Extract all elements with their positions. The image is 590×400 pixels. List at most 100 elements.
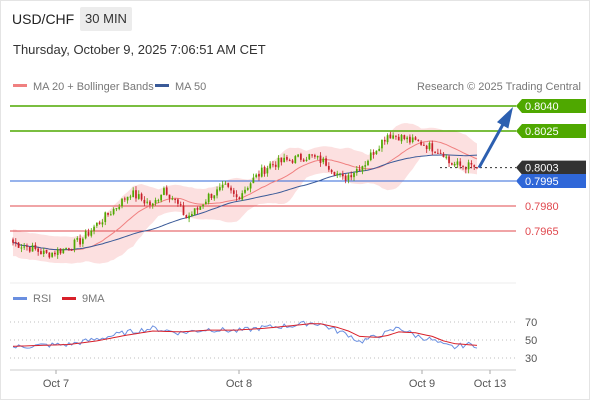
candle xyxy=(26,243,28,251)
candle-body xyxy=(417,139,420,141)
candle-body xyxy=(308,154,311,160)
candle-body xyxy=(414,137,417,140)
candle xyxy=(322,156,325,165)
candle xyxy=(40,248,42,255)
candle-body xyxy=(79,238,81,245)
candle xyxy=(353,171,355,181)
candle xyxy=(417,139,420,142)
candle-body xyxy=(104,212,107,223)
candle-body xyxy=(129,196,132,198)
candle-body xyxy=(196,207,199,210)
candle-body xyxy=(202,204,204,207)
candle-body xyxy=(109,214,112,216)
candle xyxy=(37,247,40,256)
candle-body xyxy=(40,251,42,255)
candle-body xyxy=(28,246,31,252)
candle xyxy=(210,193,213,201)
candle-body xyxy=(459,161,462,166)
candle-body xyxy=(403,135,406,139)
candle xyxy=(171,195,174,201)
candle xyxy=(442,151,445,158)
candle-body xyxy=(325,158,327,166)
candle xyxy=(450,162,453,166)
level-tag-0.8040 xyxy=(516,99,586,113)
candle-body xyxy=(216,189,218,196)
candle-body xyxy=(179,204,182,206)
candle-body xyxy=(146,201,149,203)
candle-body xyxy=(327,165,330,170)
candle xyxy=(314,153,316,159)
candle xyxy=(12,237,14,246)
candle xyxy=(355,166,358,176)
candle-body xyxy=(439,152,442,154)
rsi-swatch xyxy=(13,297,27,300)
candle xyxy=(339,172,341,178)
candle xyxy=(45,249,48,254)
candle xyxy=(350,171,353,181)
candle-body xyxy=(302,159,305,162)
x-axis: Oct 7 Oct 8 Oct 9 Oct 13 xyxy=(43,370,506,390)
candle-body xyxy=(232,190,235,194)
candle-body xyxy=(174,199,176,201)
candle xyxy=(319,152,322,167)
candle-body xyxy=(185,215,188,219)
candle-body xyxy=(277,157,280,168)
candle xyxy=(400,134,403,144)
timeframe-badge[interactable]: 30 MIN xyxy=(80,7,132,31)
candle xyxy=(48,252,51,259)
candle xyxy=(23,242,26,250)
candle xyxy=(165,185,168,196)
candle xyxy=(87,228,90,237)
candle xyxy=(84,229,87,240)
candle-body xyxy=(115,208,118,210)
candle xyxy=(411,134,414,144)
candle xyxy=(157,198,160,204)
ma9-legend-label: 9MA xyxy=(82,293,105,305)
candle xyxy=(65,247,67,250)
candle xyxy=(115,208,118,212)
candle xyxy=(118,203,121,211)
candle-body xyxy=(37,248,40,252)
candle-body xyxy=(210,193,213,198)
candle-body xyxy=(17,242,20,248)
candle xyxy=(269,161,272,170)
candle xyxy=(76,236,79,242)
candle-body xyxy=(269,163,272,169)
candle xyxy=(68,247,70,251)
candle-body xyxy=(411,137,414,142)
x-tick-label: Oct 7 xyxy=(43,378,69,390)
candle-body xyxy=(272,164,274,166)
candle xyxy=(375,150,378,155)
candle-body xyxy=(344,175,347,181)
candle xyxy=(188,212,190,223)
candle xyxy=(244,186,246,195)
forecast-arrow-shaft xyxy=(477,118,508,169)
candle-body xyxy=(118,206,121,209)
candle xyxy=(149,199,151,209)
candle xyxy=(381,139,383,152)
candle xyxy=(129,194,132,200)
candle xyxy=(196,206,199,214)
candle-body xyxy=(168,194,171,199)
candle xyxy=(445,154,448,160)
candle-body xyxy=(431,143,434,152)
candle xyxy=(341,170,344,180)
candle-body xyxy=(311,154,313,156)
candle xyxy=(70,248,73,252)
candle-body xyxy=(199,206,202,210)
candle xyxy=(448,154,450,168)
candle xyxy=(274,161,277,170)
level-label-0.8025: 0.8025 xyxy=(525,126,559,138)
candle xyxy=(397,134,400,141)
candle xyxy=(272,160,274,168)
candle-body xyxy=(34,244,37,250)
candle-body xyxy=(70,249,73,251)
candles xyxy=(12,131,478,259)
candle-body xyxy=(224,183,227,185)
candle xyxy=(476,167,478,170)
candle-body xyxy=(467,162,470,170)
candle xyxy=(258,170,260,181)
candle xyxy=(437,148,439,154)
candle-body xyxy=(193,208,196,215)
